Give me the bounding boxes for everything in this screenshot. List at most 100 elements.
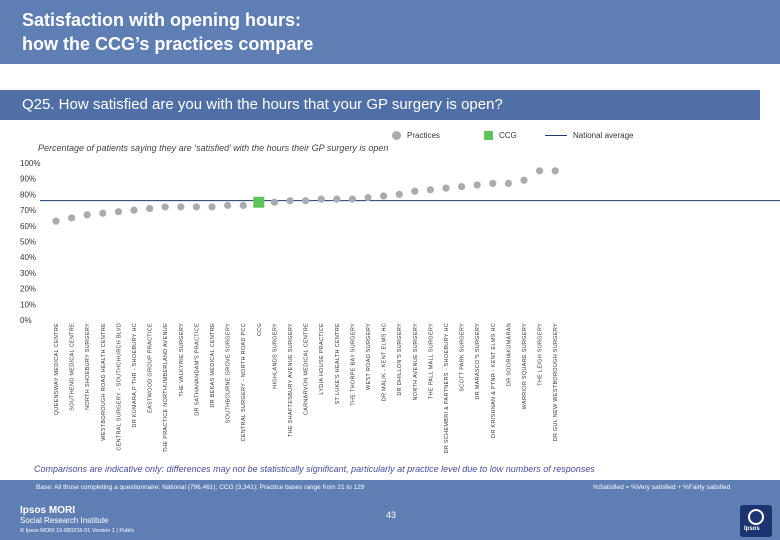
practice-point [551, 167, 559, 175]
footer-bar [0, 480, 780, 540]
x-category-label: DR SOORIAKUMARAN [506, 323, 512, 386]
practice-point [411, 187, 419, 195]
question-text: Q25. How satisfied are you with the hour… [22, 96, 503, 113]
practice-point [504, 179, 512, 188]
practice-point [364, 193, 372, 202]
practice-marker-icon [392, 130, 401, 140]
practice-point [83, 211, 91, 219]
practice-point [208, 203, 216, 211]
y-tick-label: 10% [20, 300, 36, 309]
base-text: Base: All those completing a questionnai… [36, 484, 365, 491]
x-category-label: DR SATHANANDAM'S PRACTICE [194, 323, 200, 416]
title-bar: Satisfaction with opening hours: how the… [0, 0, 780, 64]
y-tick-label: 20% [20, 285, 36, 294]
practice-point [520, 176, 528, 184]
practice-point [458, 182, 466, 191]
practice-point [99, 209, 107, 217]
practice-point [270, 198, 278, 206]
question-band: Q25. How satisfied are you with the hour… [0, 90, 760, 120]
practice-point [286, 197, 294, 205]
x-category-label: LYDIA HOUSE PRACTICE [319, 323, 325, 395]
y-tick-label: 100% [20, 159, 40, 168]
y-tick-label: 60% [20, 222, 36, 231]
x-category-label: SOUTHBOURNE GROVE SURGERY [226, 323, 232, 423]
logo-ring-icon [748, 509, 764, 525]
x-category-label: CARNARVON MEDICAL CENTRE [304, 323, 310, 415]
chart-subtitle: Percentage of patients saying they are ‘… [38, 143, 389, 153]
practice-point [52, 217, 60, 225]
x-category-label: EASTWOOD GROUP PRACTICE [148, 323, 154, 413]
x-category-label: WEST ROAD SURGERY [366, 323, 372, 390]
y-tick-label: 40% [20, 253, 36, 262]
x-category-label: THE VALKYRIE SURGERY [179, 323, 185, 397]
x-category-label: CCG [257, 323, 263, 336]
brand-name: Ipsos MORI [20, 505, 76, 516]
practice-point [317, 195, 325, 203]
x-category-label: QUEENSWAY MEDICAL CENTRE [54, 323, 60, 415]
practice-point [536, 167, 544, 175]
x-category-label: ST LUKE'S HEALTH CENTRE [335, 323, 341, 404]
practice-point [192, 203, 200, 211]
brand-unit: Social Research Institute [20, 516, 109, 525]
brand-logo-text: Ipsos MORI Social Research Institute [20, 505, 109, 525]
y-tick-label: 0% [20, 316, 32, 325]
practice-point [161, 203, 169, 211]
x-category-label: NORTH SHOEBURY SURGERY [85, 323, 91, 410]
practice-point [239, 201, 247, 209]
practice-point [426, 186, 434, 194]
x-category-label: WESTBOROUGH ROAD HEALTH CENTRE [101, 323, 107, 441]
x-category-label: DR MALIK - KENT ELMS HC [382, 323, 388, 401]
x-category-label: DR KRISHNAN & PTNR - KENT ELMS HC [491, 323, 497, 438]
x-category-label: WARRIOR SQUARE SURGERY [522, 323, 528, 409]
chart-legend: Practices CCG National average [0, 128, 780, 142]
ipsos-logo: Ipsos [740, 505, 772, 537]
practice-point [473, 181, 481, 189]
x-category-label: HIGHLANDS SURGERY [272, 323, 278, 389]
x-category-label: SCOTT PARK SURGERY [460, 323, 466, 392]
x-category-label: DR MARASCO'S SURGERY [475, 323, 481, 400]
practice-point [130, 206, 138, 214]
y-tick-label: 30% [20, 269, 36, 278]
x-category-label: THE PALL MALL SURGERY [428, 323, 434, 399]
ccg-point [253, 196, 265, 208]
comparison-note: Comparisons are indicative only: differe… [34, 464, 595, 474]
logo-text: Ipsos [744, 526, 760, 532]
legend-ccg-label: CCG [499, 130, 517, 140]
page-title-line2: how the CCG’s practices compare [22, 34, 314, 54]
practice-point [146, 204, 154, 213]
x-category-label: CENTRAL SURGERY - NORTH ROAD PCC [241, 323, 247, 442]
y-tick-label: 50% [20, 238, 36, 247]
practice-point [395, 190, 403, 198]
practice-point [348, 195, 356, 203]
legend-practices-label: Practices [407, 130, 440, 140]
y-tick-label: 80% [20, 190, 36, 199]
legend-practices: Practices [392, 128, 440, 142]
practice-point [114, 208, 122, 216]
y-tick-label: 90% [20, 175, 36, 184]
legend-ccg: CCG [484, 128, 517, 142]
practice-point [333, 195, 341, 203]
satisfaction-chart: 0% 10% 20% 30% 40% 50% 60% 70% 80% 90% 100% QUEENS… [20, 159, 780, 454]
satisfied-definition: %Satisfied = %Very satisfied + %Fairly s… [593, 484, 731, 491]
x-category-label: DR BEKAS MEDICAL CENTRE [210, 323, 216, 408]
legend-national: National average [545, 128, 633, 142]
practice-point [68, 214, 76, 222]
legend-national-label: National average [573, 130, 634, 140]
practice-point [224, 201, 232, 209]
x-category-label: THE THORPE BAY SURGERY [350, 323, 356, 406]
copyright-text: © Ipsos MORI 15-080216-01 Version 1 | Pu… [20, 528, 135, 534]
x-category-label: DR SCHEMBRI & PARTNERS - SHOEBURY HC [444, 323, 450, 454]
x-category-label: THE LEIGH SURGERY [538, 323, 544, 386]
practice-point [302, 197, 310, 205]
ccg-marker-icon [484, 130, 493, 140]
national-line-icon [545, 134, 567, 136]
x-category-label: CENTRAL SURGERY - SOUTHCHURCH BLVD [116, 323, 122, 451]
x-category-label: NORTH AVENUE SURGERY [413, 323, 419, 401]
x-category-label: THE PRACTICE NORTHUMBERLAND AVENUE [163, 323, 169, 453]
page-number: 43 [386, 510, 397, 520]
x-category-label: DR KUMARA,P THR - SHOEBURY HC [132, 323, 138, 428]
practice-point [442, 184, 450, 192]
practice-point [380, 192, 388, 200]
practice-point [177, 203, 185, 211]
y-tick-label: 70% [20, 206, 36, 215]
